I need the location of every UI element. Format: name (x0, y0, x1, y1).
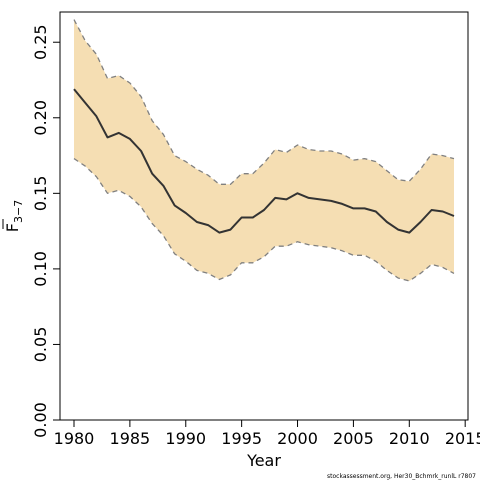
x-tick-label: 1995 (221, 429, 262, 448)
x-tick-label: 1985 (110, 429, 151, 448)
lower-bound-line (73, 158, 455, 282)
x-tick-label: 2005 (333, 429, 374, 448)
x-tick-label: 1980 (54, 429, 95, 448)
x-tick-label: 2010 (389, 429, 430, 448)
estimate-line (73, 88, 455, 234)
x-tick-label: 2000 (277, 429, 318, 448)
x-tick-label: 1990 (165, 429, 206, 448)
svg-text:F3−7: F3−7 (3, 200, 25, 232)
y-tick-label: 0.00 (31, 402, 50, 438)
x-axis-title: Year (246, 451, 281, 470)
confidence-band (74, 19, 454, 281)
footer-credit: stockassessment.org, Her30_Bchmrk_runlL … (327, 473, 476, 480)
y-axis: 0.00 0.05 0.10 0.15 0.20 0.25 (31, 24, 61, 438)
y-tick-label: 0.05 (31, 327, 50, 363)
y-tick-label: 0.10 (31, 251, 50, 287)
y-tick-label: 0.25 (31, 24, 50, 60)
x-tick-label: 2015 (445, 429, 480, 448)
x-axis: 1980 1985 1990 1995 2000 2005 2010 2015 (54, 419, 480, 448)
y-tick-label: 0.20 (31, 100, 50, 136)
plot-area (73, 19, 455, 282)
y-tick-label: 0.15 (31, 176, 50, 212)
y-axis-title-main: F (3, 223, 22, 232)
y-axis-title: F3−7 (2, 200, 25, 232)
y-axis-title-subscript: 3−7 (12, 200, 25, 223)
